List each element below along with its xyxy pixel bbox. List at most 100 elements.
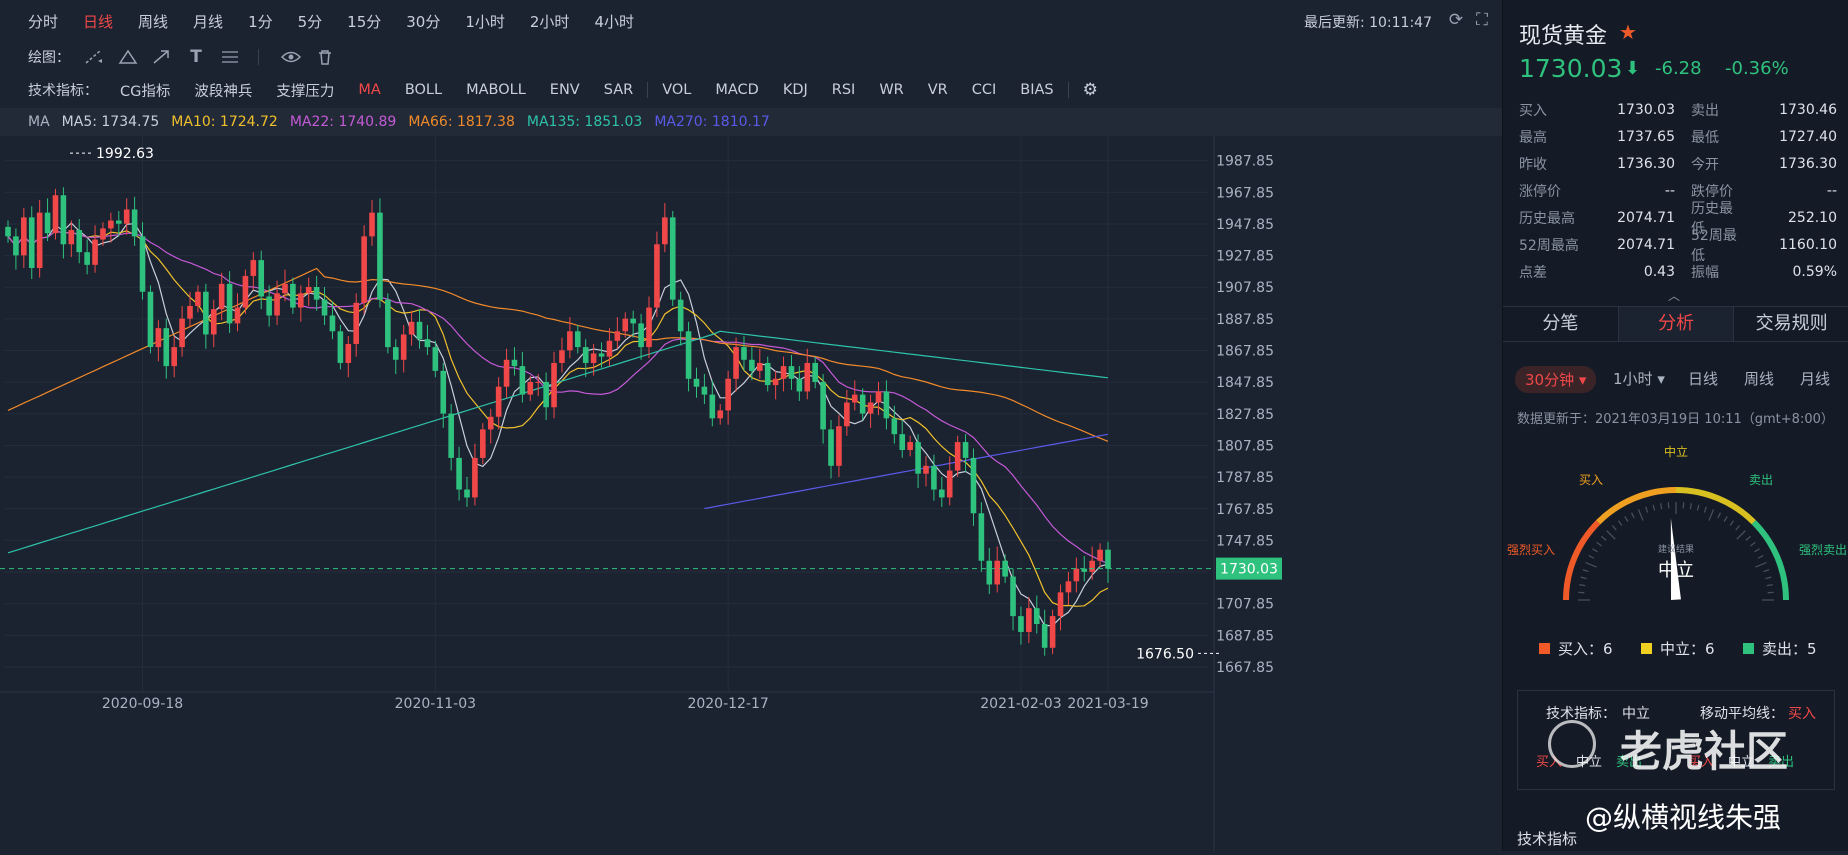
- indicator-15[interactable]: BIAS: [1020, 82, 1053, 98]
- candle-body: [678, 300, 684, 332]
- stat-k2: 最低: [1675, 127, 1745, 147]
- candle-body: [13, 236, 19, 255]
- indicator-6[interactable]: ENV: [550, 82, 580, 98]
- period-tab-0[interactable]: 分时: [28, 11, 58, 32]
- triangle-tool-icon[interactable]: [114, 45, 142, 69]
- period-tab-3[interactable]: 月线: [193, 11, 223, 32]
- panel-tabs: 分笔 分析 交易规则: [1503, 306, 1848, 342]
- star-icon[interactable]: ★: [1619, 20, 1637, 44]
- refresh-icon[interactable]: ⟳: [1446, 10, 1466, 30]
- gauge-tick: [1746, 536, 1751, 540]
- candle-body: [1089, 561, 1095, 572]
- candle-body: [61, 195, 67, 244]
- gauge-tick: [1767, 585, 1773, 586]
- gauge-tick: [1737, 531, 1745, 539]
- settings-gear-icon[interactable]: ⚙: [1083, 80, 1098, 100]
- period-30min-dropdown[interactable]: 30分钟 ▾: [1515, 366, 1596, 393]
- gauge-label: 中立: [1664, 444, 1688, 459]
- indicator-12[interactable]: WR: [879, 82, 903, 98]
- indicator-4[interactable]: BOLL: [405, 82, 442, 98]
- candle-body: [338, 331, 344, 363]
- period-tab-4[interactable]: 1分: [248, 11, 273, 32]
- ma-legend-item-2: MA10: 1724.72: [171, 114, 278, 130]
- gauge-tick: [1579, 585, 1585, 586]
- candle-body: [1066, 581, 1072, 592]
- divider: [647, 82, 648, 98]
- candle-body: [583, 347, 589, 363]
- gauge-tick: [1704, 507, 1706, 513]
- indicator-8[interactable]: VOL: [662, 82, 691, 98]
- period-tab-5[interactable]: 5分: [298, 11, 323, 32]
- candle-body: [646, 308, 652, 348]
- collapse-caret-icon[interactable]: ︿: [1668, 287, 1680, 304]
- candlestick-chart[interactable]: 2007.851987.851967.851947.851927.851907.…: [0, 136, 1502, 851]
- last-update: 最后更新: 10:11:47: [1304, 12, 1432, 32]
- candle-body: [876, 391, 882, 402]
- price-change: -6.28: [1655, 58, 1702, 79]
- candle-body: [37, 213, 43, 268]
- period-tab-9[interactable]: 2小时: [530, 11, 570, 32]
- indicator-9[interactable]: MACD: [715, 82, 758, 98]
- max-label: 1992.63: [96, 146, 154, 162]
- x-tick-label: 2021-03-19: [1067, 696, 1148, 712]
- candle-body: [203, 292, 209, 335]
- gauge-tick: [1730, 521, 1734, 526]
- period-tab-8[interactable]: 1小时: [465, 11, 505, 32]
- fib-tool-icon[interactable]: [216, 45, 244, 69]
- tab-ticks[interactable]: 分笔: [1503, 307, 1618, 341]
- y-tick-label: 1847.85: [1216, 375, 1274, 391]
- candle-body: [1097, 550, 1103, 561]
- candle-body: [1105, 550, 1111, 569]
- candle-body: [757, 363, 763, 371]
- candle-body: [559, 350, 565, 363]
- y-tick-label: 1807.85: [1216, 438, 1274, 454]
- period-toolbar: 分时 日线 周线 月线 1分 5分 15分 30分 1小时 2小时 4小时 最后更新: 10:11:4…: [0, 0, 1502, 42]
- indicator-10[interactable]: KDJ: [783, 82, 808, 98]
- candle-body: [622, 319, 628, 332]
- y-tick-label: 1987.85: [1216, 154, 1274, 170]
- candle-body: [100, 228, 106, 239]
- period-tab-6[interactable]: 15分: [347, 11, 381, 32]
- indicator-7[interactable]: SAR: [604, 82, 633, 98]
- eye-icon[interactable]: [277, 45, 305, 69]
- stat-k: 昨收: [1519, 154, 1579, 174]
- indicator-3[interactable]: MA: [358, 82, 380, 98]
- period-tab-2[interactable]: 周线: [138, 11, 168, 32]
- indicator-1[interactable]: 波段神兵: [194, 80, 252, 101]
- candle-body: [836, 426, 842, 466]
- indicator-13[interactable]: VR: [928, 82, 948, 98]
- gauge-tick: [1763, 570, 1769, 572]
- indicator-5[interactable]: MABOLL: [466, 82, 526, 98]
- indicator-11[interactable]: RSI: [832, 82, 856, 98]
- period-tab-7[interactable]: 30分: [406, 11, 440, 32]
- candle-body: [116, 221, 122, 224]
- tech-indicators-heading: 技术指标: [1517, 828, 1577, 849]
- ma-legend-item-0: MA: [28, 114, 50, 130]
- tab-analysis[interactable]: 分析: [1618, 307, 1735, 341]
- candle-body: [591, 353, 597, 362]
- period-tab-10[interactable]: 4小时: [594, 11, 634, 32]
- line-tool-icon[interactable]: [80, 45, 108, 69]
- period-month[interactable]: 月线: [1800, 368, 1830, 389]
- trash-icon[interactable]: [311, 45, 339, 69]
- period-week[interactable]: 周线: [1744, 368, 1774, 389]
- indicator-0[interactable]: CG指标: [120, 80, 170, 101]
- period-tab-1[interactable]: 日线: [83, 11, 113, 32]
- tab-trading-rules[interactable]: 交易规则: [1734, 307, 1848, 341]
- period-day[interactable]: 日线: [1688, 368, 1718, 389]
- neutral-count-label: 中立：6: [1660, 638, 1715, 659]
- period-1h-dropdown[interactable]: 1小时 ▾: [1613, 368, 1665, 389]
- candle-body: [480, 429, 486, 457]
- arrow-tool-icon[interactable]: [148, 45, 176, 69]
- x-tick-label: 2021-02-03: [980, 696, 1061, 712]
- indicator-2[interactable]: 支撑压力: [276, 80, 334, 101]
- fullscreen-icon[interactable]: ⛶: [1472, 10, 1492, 30]
- indicator-14[interactable]: CCI: [972, 82, 997, 98]
- gauge-tick: [1754, 549, 1759, 552]
- chart-svg[interactable]: 2007.851987.851967.851947.851927.851907.…: [0, 136, 1502, 851]
- buy-count: 买入：6: [1539, 638, 1613, 659]
- text-tool-icon[interactable]: T: [182, 45, 210, 69]
- candle-body: [844, 403, 850, 427]
